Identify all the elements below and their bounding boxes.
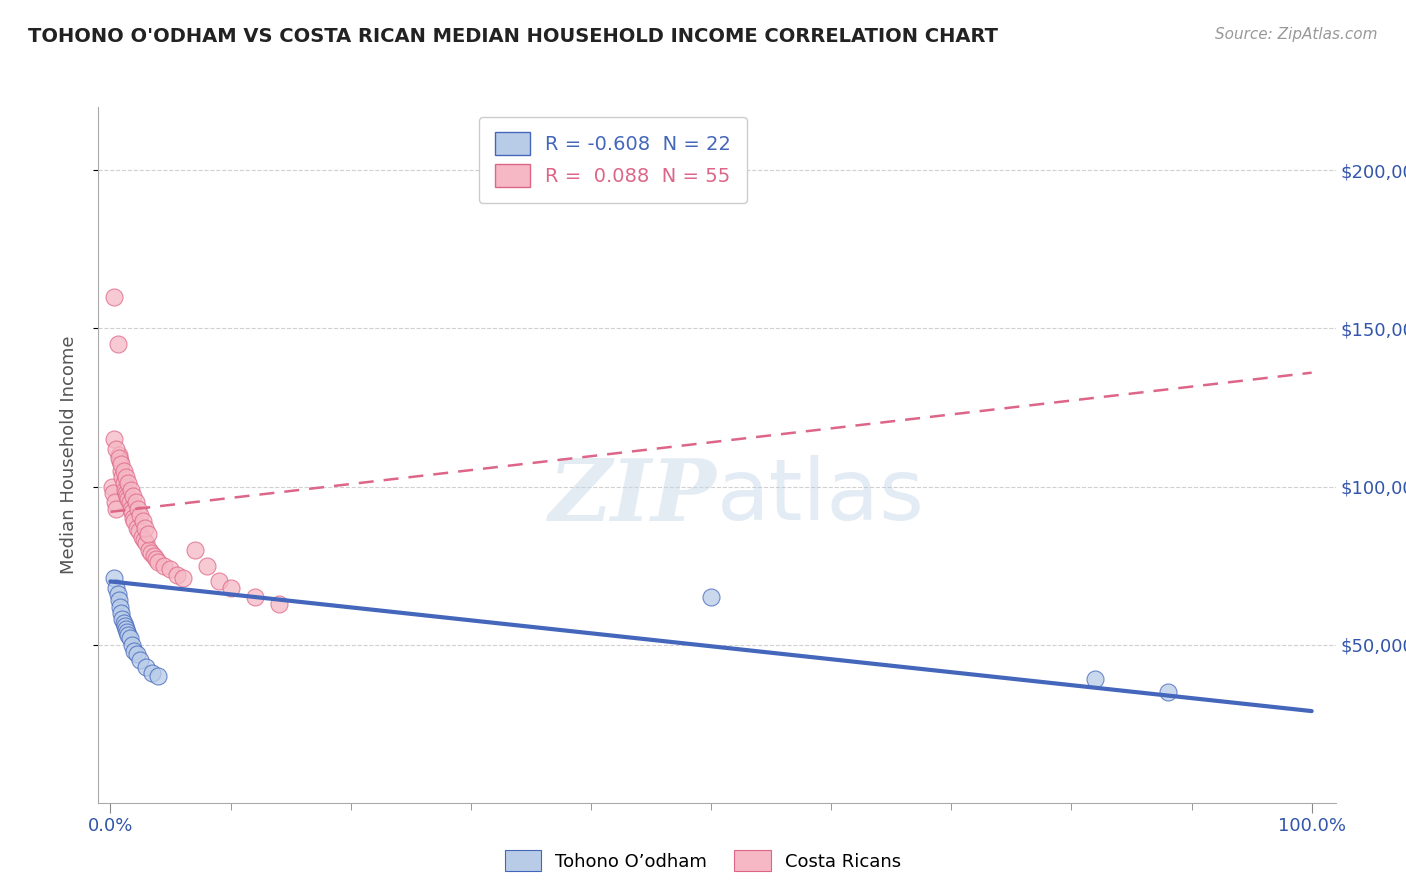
Y-axis label: Median Household Income: Median Household Income	[59, 335, 77, 574]
Point	[117, 492, 139, 507]
Text: Source: ZipAtlas.com: Source: ZipAtlas.com	[1215, 27, 1378, 42]
Point	[124, 644, 146, 658]
Point	[104, 495, 127, 509]
Point	[159, 562, 181, 576]
Point	[122, 489, 145, 503]
Point	[110, 606, 132, 620]
Point	[107, 337, 129, 351]
Point	[117, 489, 139, 503]
Point	[103, 290, 125, 304]
Point	[124, 514, 146, 528]
Point	[120, 483, 142, 497]
Point	[125, 521, 148, 535]
Legend: Tohono O’odham, Costa Ricans: Tohono O’odham, Costa Ricans	[498, 843, 908, 879]
Point	[112, 464, 135, 478]
Point	[115, 470, 138, 484]
Point	[166, 568, 188, 582]
Point	[141, 546, 163, 560]
Point	[107, 587, 129, 601]
Point	[105, 442, 128, 456]
Point	[243, 591, 266, 605]
Point	[267, 597, 290, 611]
Point	[132, 533, 155, 548]
Point	[118, 495, 141, 509]
Point	[1084, 673, 1107, 687]
Point	[115, 486, 138, 500]
Point	[121, 505, 143, 519]
Point	[110, 464, 132, 478]
Text: atlas: atlas	[717, 455, 925, 538]
Point	[124, 495, 146, 509]
Point	[108, 599, 131, 614]
Point	[118, 632, 141, 646]
Point	[1156, 685, 1178, 699]
Point	[115, 622, 138, 636]
Point	[700, 591, 723, 605]
Point	[112, 476, 135, 491]
Point	[172, 571, 194, 585]
Point	[117, 476, 139, 491]
Point	[153, 558, 176, 573]
Point	[135, 660, 157, 674]
Point	[121, 638, 143, 652]
Point	[120, 501, 142, 516]
Point	[111, 470, 134, 484]
Point	[148, 556, 170, 570]
Point	[183, 542, 205, 557]
Point	[103, 571, 125, 585]
Point	[141, 666, 163, 681]
Point	[134, 521, 156, 535]
Point	[145, 552, 167, 566]
Point	[111, 612, 134, 626]
Point	[108, 454, 131, 468]
Point	[195, 558, 218, 573]
Point	[128, 524, 150, 538]
Legend: R = -0.608  N = 22, R =  0.088  N = 55: R = -0.608 N = 22, R = 0.088 N = 55	[479, 117, 747, 202]
Text: ZIP: ZIP	[550, 455, 717, 539]
Point	[125, 647, 148, 661]
Point	[138, 542, 160, 557]
Point	[219, 581, 242, 595]
Point	[101, 486, 124, 500]
Point	[103, 432, 125, 446]
Point	[108, 593, 131, 607]
Point	[105, 581, 128, 595]
Point	[135, 536, 157, 550]
Point	[122, 511, 145, 525]
Point	[129, 653, 152, 667]
Point	[100, 479, 122, 493]
Point	[112, 615, 135, 630]
Point	[117, 625, 139, 640]
Point	[127, 501, 149, 516]
Point	[110, 458, 132, 472]
Point	[108, 448, 131, 462]
Point	[132, 514, 155, 528]
Point	[142, 549, 165, 563]
Point	[131, 530, 153, 544]
Point	[117, 628, 139, 642]
Point	[114, 483, 136, 497]
Point	[129, 508, 152, 522]
Point	[136, 527, 159, 541]
Point	[114, 618, 136, 632]
Point	[108, 451, 131, 466]
Point	[105, 501, 128, 516]
Point	[148, 669, 170, 683]
Point	[207, 574, 229, 589]
Text: TOHONO O'ODHAM VS COSTA RICAN MEDIAN HOUSEHOLD INCOME CORRELATION CHART: TOHONO O'ODHAM VS COSTA RICAN MEDIAN HOU…	[28, 27, 998, 45]
